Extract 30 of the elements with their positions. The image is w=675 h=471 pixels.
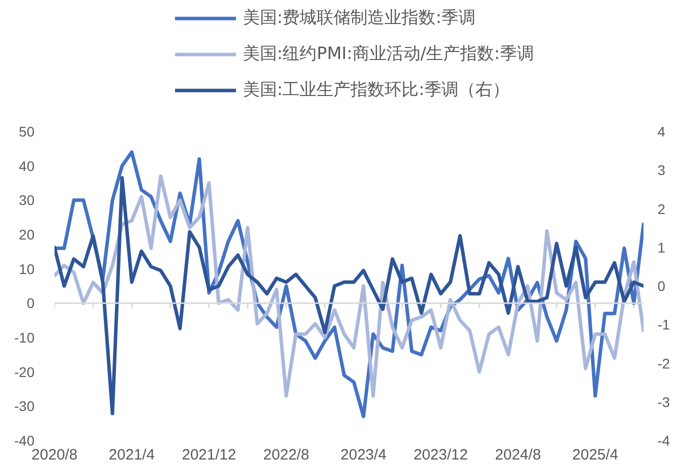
- y2-tick-label: 3: [658, 162, 666, 178]
- x-tick-label: 2025/4: [572, 446, 618, 464]
- legend-label: 美国:纽约PMI:商业活动/生产指数:季调: [243, 43, 534, 65]
- y-tick-label: -10: [14, 330, 35, 346]
- y-tick-label: 10: [18, 260, 35, 277]
- y-tick-label: -40: [14, 432, 35, 448]
- x-tick-label: 2022/8: [263, 446, 310, 464]
- y2-tick-label: -2: [658, 355, 670, 372]
- x-tick-label: 2023/4: [340, 446, 386, 464]
- y2-tick-label: 2: [658, 200, 666, 217]
- x-tick-label: 2023/12: [414, 446, 468, 464]
- legend-label: 美国:费城联储制造业指数:季调: [243, 7, 476, 29]
- y-tick-label: 50: [18, 124, 35, 140]
- y2-tick-label: 1: [658, 239, 666, 256]
- legend-label: 美国:工业生产指数环比:季调（右）: [243, 79, 510, 101]
- x-tick-label: 2024/8: [495, 446, 541, 464]
- y2-tick-label: -1: [658, 316, 670, 333]
- y-tick-label: 40: [18, 158, 35, 174]
- y-tick-label: 30: [18, 192, 35, 208]
- x-tick-label: 2021/4: [108, 446, 155, 464]
- x-tick-label: 2021/12: [182, 446, 236, 464]
- y2-tick-label: -4: [658, 432, 670, 448]
- y2-tick-label: 0: [658, 278, 666, 294]
- y2-tick-label: 4: [658, 124, 666, 140]
- y-tick-label: 20: [18, 226, 35, 242]
- y-tick-label: -20: [14, 364, 35, 380]
- y2-tick-label: -3: [658, 394, 670, 410]
- x-tick-label: 2020/8: [32, 446, 78, 464]
- y-tick-label: -30: [14, 398, 35, 414]
- y-tick-label: 0: [26, 295, 35, 312]
